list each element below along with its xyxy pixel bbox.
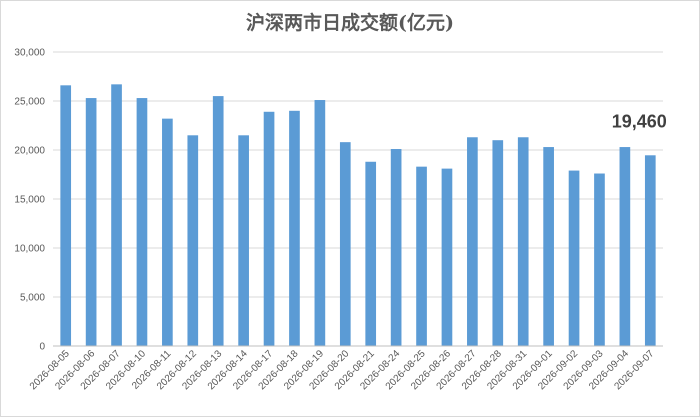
bar: [289, 110, 300, 346]
bar: [365, 161, 377, 346]
bar: [467, 137, 478, 346]
bar: [60, 85, 72, 346]
bar: [416, 166, 427, 346]
bar: [238, 135, 249, 346]
bar: [619, 147, 631, 346]
bar: [517, 137, 529, 346]
bar: [111, 84, 122, 346]
bar: [314, 100, 326, 347]
y-tick-label: 20,000: [14, 146, 45, 157]
y-tick-label: 10,000: [14, 244, 45, 255]
bar: [187, 135, 199, 346]
bar: [492, 140, 504, 346]
bar: [85, 98, 97, 346]
bar: [136, 98, 148, 346]
y-tick-label: 5,000: [20, 293, 45, 304]
bar: [263, 111, 275, 346]
bar: [568, 170, 580, 346]
bar: [594, 173, 605, 346]
bar: [390, 149, 402, 346]
bar: [339, 142, 351, 346]
bar: [162, 118, 173, 346]
y-tick-label: 25,000: [14, 97, 45, 108]
y-tick-label: 30,000: [14, 48, 45, 59]
data-label: 19,460: [612, 111, 667, 131]
y-tick-label: 15,000: [14, 195, 45, 206]
bar: [212, 96, 224, 346]
y-tick-label: 0: [39, 342, 45, 353]
chart-title: 沪深两市日成交额(亿元): [246, 12, 454, 34]
bar: [441, 168, 453, 346]
bar: [644, 155, 656, 346]
bar: [543, 147, 554, 346]
